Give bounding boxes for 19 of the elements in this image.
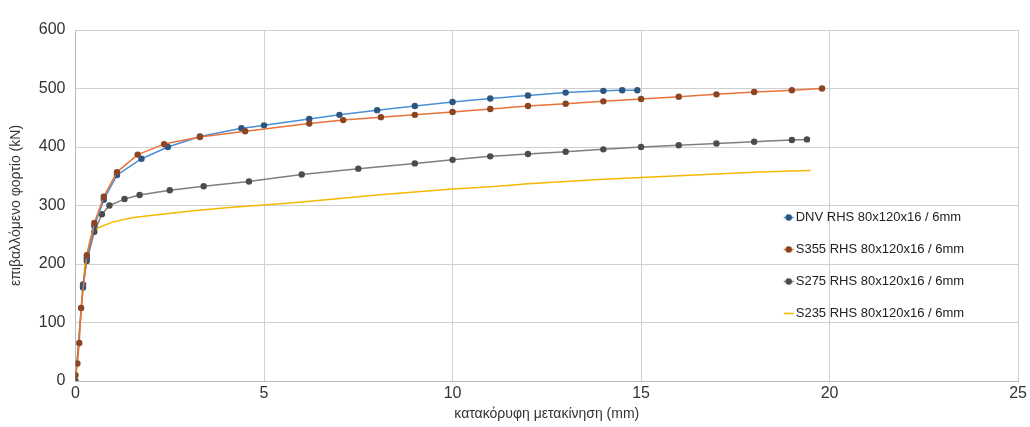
legend-label: DNV RHS 80x120x16 / 6mm [795,209,962,225]
x-axis-title: κατακόρυφη μετακίνηση (mm) [454,405,640,422]
y-axis-title: επιβαλλόμενο φορτίο (kN) [7,124,24,287]
y-tick-label: 100 [38,312,66,330]
y-tick-label: 200 [38,254,66,272]
x-tick-label: 15 [632,384,651,402]
y-tick-label: 400 [38,137,66,155]
x-tick-label: 5 [259,384,269,402]
legend-label: S355 RHS 80x120x16 / 6mm [795,241,965,257]
x-tick-label: 0 [71,384,81,402]
y-tick-label: 600 [38,20,66,38]
y-tick-label: 500 [38,78,66,96]
x-tick-label: 20 [820,384,839,402]
x-tick-label: 10 [443,384,462,402]
legend-label: S275 RHS 80x120x16 / 6mm [795,273,965,289]
y-tick-label: 0 [56,371,66,389]
x-tick-label: 25 [1009,384,1028,402]
legend-label: S235 RHS 80x120x16 / 6mm [795,305,965,321]
y-tick-label: 300 [38,195,66,213]
